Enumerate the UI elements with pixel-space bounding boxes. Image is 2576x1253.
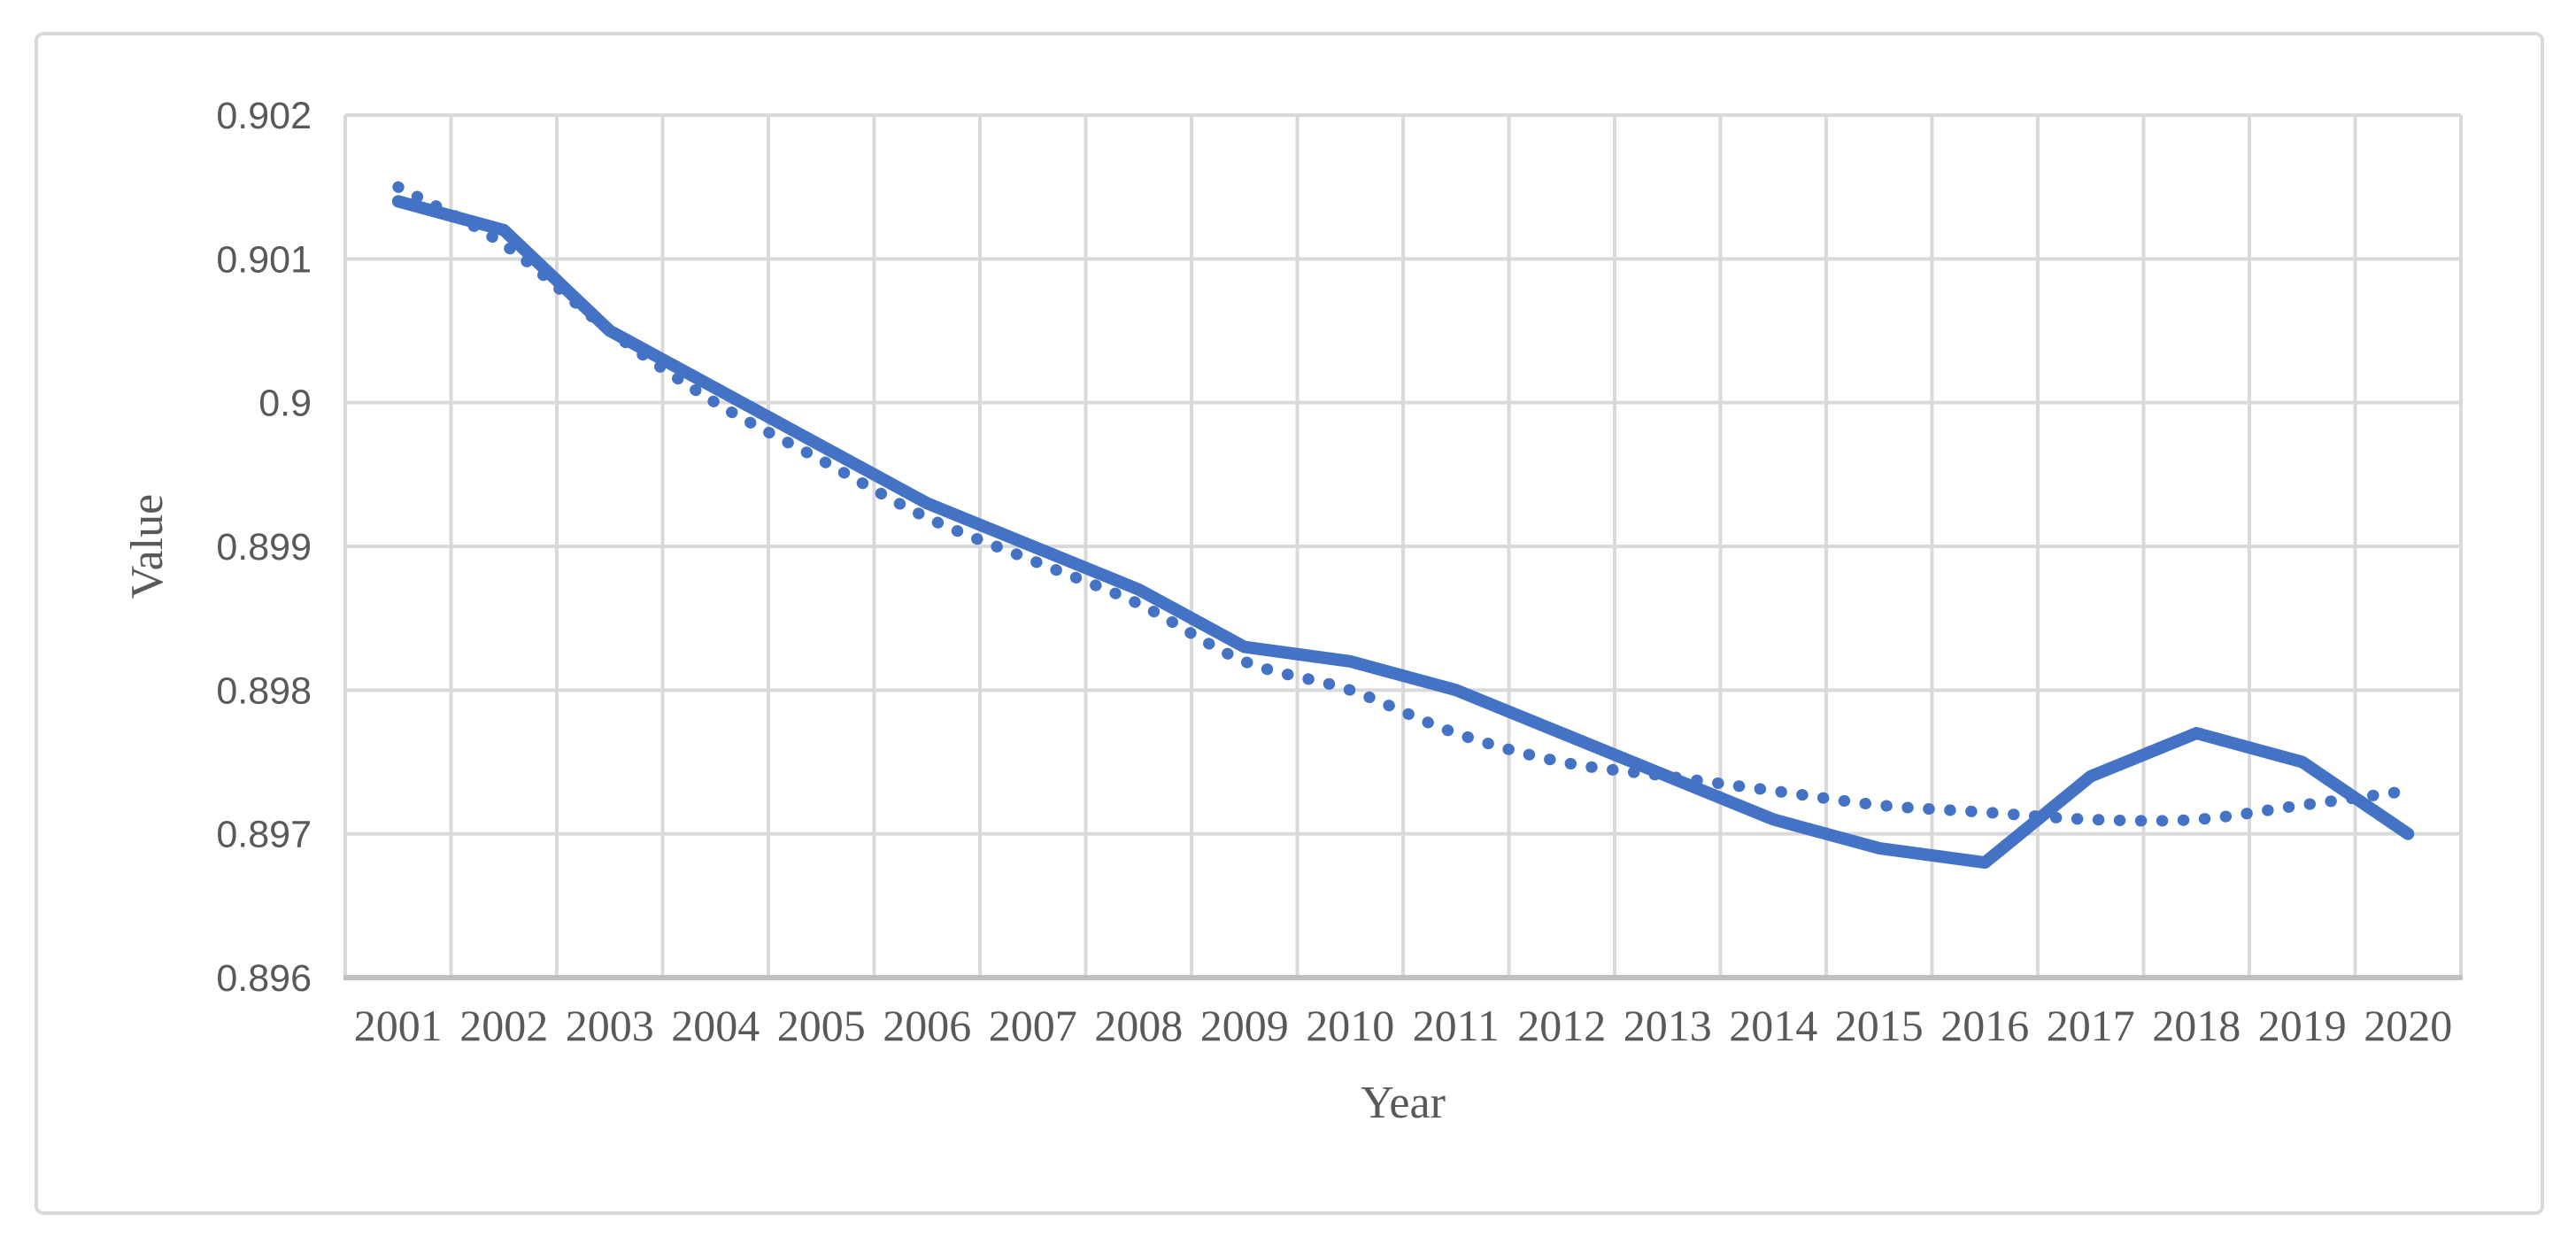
x-tick-label: 2011 <box>1413 1001 1500 1050</box>
x-tick-label: 2004 <box>671 1001 760 1050</box>
x-tick-label: 2020 <box>2364 1001 2452 1050</box>
y-axis-title: Value <box>122 494 173 599</box>
x-tick-label: 2018 <box>2152 1001 2241 1050</box>
x-tick-label: 2016 <box>1940 1001 2029 1050</box>
y-tick-label: 0.901 <box>216 238 312 281</box>
x-tick-label: 2014 <box>1729 1001 1817 1050</box>
x-tick-label: 2005 <box>777 1001 866 1050</box>
trendline-dotted <box>392 181 2414 827</box>
y-tick-labels: 0.902 0.901 0.9 0.899 0.898 0.897 0.896 <box>216 95 312 1000</box>
y-tick-label: 0.898 <box>216 669 312 712</box>
value-series-line <box>391 195 2415 870</box>
x-tick-label: 2019 <box>2258 1001 2347 1050</box>
y-tick-label: 0.9 <box>258 383 312 425</box>
x-tick-label: 2008 <box>1094 1001 1183 1050</box>
y-tick-label: 0.899 <box>216 526 312 568</box>
gridlines <box>343 113 2463 978</box>
x-axis-title: Year <box>1361 1078 1446 1128</box>
y-tick-label: 0.902 <box>216 95 312 137</box>
x-tick-label: 2001 <box>354 1001 443 1050</box>
series-group <box>391 181 2415 870</box>
x-tick-label: 2017 <box>2047 1001 2135 1050</box>
x-tick-label: 2012 <box>1517 1001 1606 1050</box>
x-tick-labels: 2001 2002 2003 2004 2005 2006 2007 2008 2009 2010… <box>354 1001 2453 1050</box>
x-tick-label: 2003 <box>566 1001 654 1050</box>
x-tick-label: 2010 <box>1306 1001 1394 1050</box>
x-tick-label: 2007 <box>989 1001 1077 1050</box>
x-tick-label: 2006 <box>883 1001 971 1050</box>
x-tick-label: 2002 <box>459 1001 548 1050</box>
y-tick-label: 0.897 <box>216 814 312 856</box>
x-tick-label: 2015 <box>1835 1001 1924 1050</box>
x-tick-label: 2013 <box>1623 1001 1712 1050</box>
y-tick-label: 0.896 <box>216 957 312 1000</box>
x-tick-label: 2009 <box>1200 1001 1289 1050</box>
